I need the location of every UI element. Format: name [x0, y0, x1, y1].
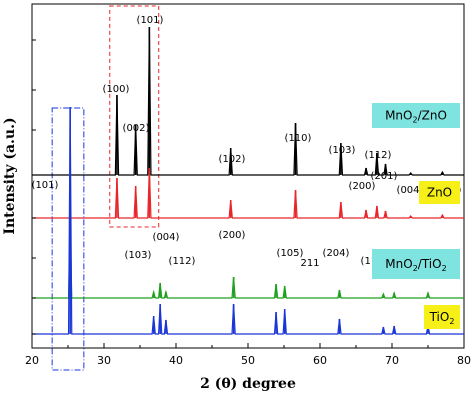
peak-label: (112)	[365, 150, 392, 161]
x-tick-label: 60	[313, 354, 327, 367]
x-tick-label: 40	[169, 354, 183, 367]
plot-frame	[31, 3, 465, 349]
series-label: MnO2/ZnO	[385, 109, 447, 125]
x-tick-label: 80	[457, 354, 471, 367]
highlight-boxes	[51, 5, 160, 371]
peak-label: (101)	[32, 180, 59, 191]
x-tick-label: 30	[97, 354, 111, 367]
series-line	[32, 26, 464, 176]
peak-label: (004)	[397, 185, 424, 196]
x-axis-label: 2 (θ) degree	[200, 376, 296, 392]
peak-label: (204)	[323, 248, 350, 259]
series-labels: MnO2/ZnO ZnO MnO2/TiO2 TiO2	[372, 103, 460, 329]
peak-label: 211	[300, 258, 319, 269]
series-label: MnO2/TiO2	[385, 257, 446, 273]
peak-label: (102)	[219, 154, 246, 165]
peak-label: (200)	[219, 230, 246, 241]
peak-label: (002)	[123, 123, 150, 134]
series-label: TiO2	[429, 310, 455, 326]
series-label-box	[424, 305, 460, 329]
peak-label: (100)	[103, 84, 130, 95]
tio2-101-box	[51, 107, 85, 371]
x-tick-label: 20	[25, 354, 39, 367]
series-line	[32, 106, 464, 335]
peak-label: (103)	[329, 145, 356, 156]
x-tick-label: 70	[385, 354, 399, 367]
x-axis-ticks: 20 30 40 50 60 70 80	[25, 39, 471, 367]
peak-label: (105)	[277, 248, 304, 259]
peak-label: (110)	[285, 133, 312, 144]
peak-label: (112)	[169, 256, 196, 267]
series-label-box	[419, 181, 460, 204]
series-group	[32, 26, 464, 335]
peak-label: (004)	[153, 232, 180, 243]
y-axis-label: Intensity (a.u.)	[2, 117, 18, 234]
peak-labels: (100) (002) (101) (102) (110) (103) (200) (112)…	[32, 15, 462, 269]
peak-label: (201)	[371, 171, 398, 182]
peak-label: (103)	[125, 250, 152, 261]
x-tick-label: 50	[241, 354, 255, 367]
peak-label: (200)	[349, 181, 376, 192]
series-label: ZnO	[427, 186, 452, 200]
zno-peaks-box	[109, 5, 160, 228]
series-label-box	[372, 103, 460, 128]
series-label-box	[372, 249, 460, 279]
peak-label: (101)	[137, 15, 164, 26]
